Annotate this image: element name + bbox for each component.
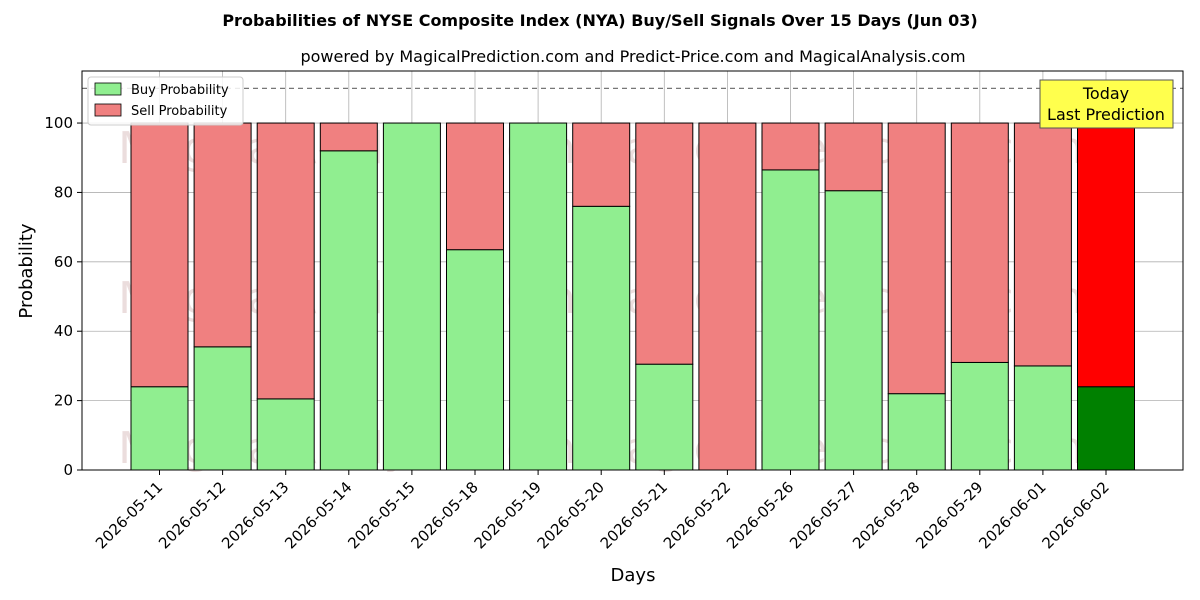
bar-sell-2026-05-18 — [446, 122, 504, 251]
x-tick-label: 2026-05-18 — [407, 478, 481, 552]
bar-buy-2026-05-12 — [193, 346, 252, 471]
x-tick-label: 2026-05-28 — [849, 478, 923, 552]
bar-buy-2026-06-02 — [1077, 386, 1135, 471]
x-tick-label: 2026-05-22 — [660, 478, 734, 552]
today-annotation-box — [1039, 79, 1174, 129]
x-axis: 2026-05-112026-05-122026-05-132026-05-14… — [92, 470, 1113, 552]
y-tick-label: 0 — [63, 461, 73, 479]
bar-sell-2026-06-01 — [1013, 122, 1072, 367]
x-tick-label: 2026-05-11 — [92, 478, 166, 552]
today-annotation: Today Last Prediction — [1039, 79, 1174, 129]
bar-sell-2026-05-11 — [130, 122, 189, 388]
bar-buy-2026-05-21 — [635, 363, 694, 471]
y-tick-label: 40 — [54, 322, 73, 340]
today-annotation-line1: Today — [1082, 84, 1129, 103]
plot-frame — [81, 70, 1184, 471]
x-tick-label: 2026-05-13 — [218, 478, 292, 552]
x-tick-label: 2026-05-15 — [344, 478, 418, 552]
bar-sell-2026-05-28 — [887, 122, 946, 395]
x-tick-label: 2026-05-12 — [155, 478, 229, 552]
bar-sell-2026-05-20 — [572, 122, 631, 207]
bar-sell-2026-05-27 — [824, 122, 883, 192]
legend-box — [87, 76, 244, 126]
bars — [130, 122, 1135, 471]
x-tick-label: 2026-05-19 — [471, 478, 545, 552]
bar-sell-2026-05-13 — [256, 122, 315, 400]
bar-buy-2026-06-01 — [1013, 365, 1072, 471]
bar-buy-2026-05-27 — [824, 190, 883, 471]
bar-buy-2026-05-19 — [509, 122, 568, 471]
bar-buy-2026-05-15 — [382, 122, 441, 471]
x-tick-label: 2026-05-26 — [723, 478, 797, 552]
bar-sell-2026-05-14 — [319, 122, 378, 152]
legend: Buy Probability Sell Probability — [87, 76, 244, 126]
bar-buy-2026-05-29 — [950, 361, 1009, 471]
legend-swatch-sell — [94, 103, 122, 117]
x-tick-label: 2026-05-14 — [281, 478, 355, 552]
y-tick-label: 20 — [54, 392, 73, 410]
bar-buy-2026-05-11 — [130, 386, 189, 471]
x-tick-label: 2026-05-27 — [786, 478, 860, 552]
bar-buy-2026-05-18 — [446, 249, 504, 471]
bar-sell-2026-06-02 — [1077, 122, 1135, 388]
x-tick-label: 2026-05-20 — [534, 478, 608, 552]
bar-buy-2026-05-28 — [887, 393, 946, 471]
today-annotation-line2: Last Prediction — [1047, 105, 1165, 124]
y-axis-label: Probability — [16, 223, 37, 318]
bar-buy-2026-05-13 — [256, 398, 315, 471]
bar-buy-2026-05-14 — [319, 150, 378, 471]
chart-subtitle: powered by MagicalPrediction.com and Pre… — [300, 47, 965, 66]
legend-label-sell: Sell Probability — [131, 104, 228, 119]
y-tick-label: 100 — [44, 114, 73, 132]
x-tick-label: 2026-05-29 — [912, 478, 986, 552]
bar-sell-2026-05-21 — [635, 122, 694, 365]
y-tick-label: 80 — [54, 183, 73, 201]
x-tick-label: 2026-05-21 — [597, 478, 671, 552]
legend-label-buy: Buy Probability — [131, 83, 229, 98]
y-axis: 0 20 40 60 80 100 — [44, 114, 82, 479]
bar-sell-2026-05-12 — [193, 122, 252, 348]
y-tick-label: 60 — [54, 253, 73, 271]
legend-swatch-buy — [94, 82, 122, 96]
bar-sell-2026-05-29 — [950, 122, 1009, 363]
bar-sell-2026-05-22 — [698, 122, 757, 471]
x-tick-label: 2026-06-02 — [1038, 478, 1112, 552]
bar-buy-2026-05-20 — [572, 205, 631, 471]
bar-buy-2026-05-26 — [761, 169, 820, 471]
chart-title: Probabilities of NYSE Composite Index (N… — [222, 11, 977, 30]
x-axis-label: Days — [611, 565, 656, 586]
x-tick-label: 2026-06-01 — [975, 478, 1049, 552]
bar-sell-2026-05-26 — [761, 122, 820, 171]
